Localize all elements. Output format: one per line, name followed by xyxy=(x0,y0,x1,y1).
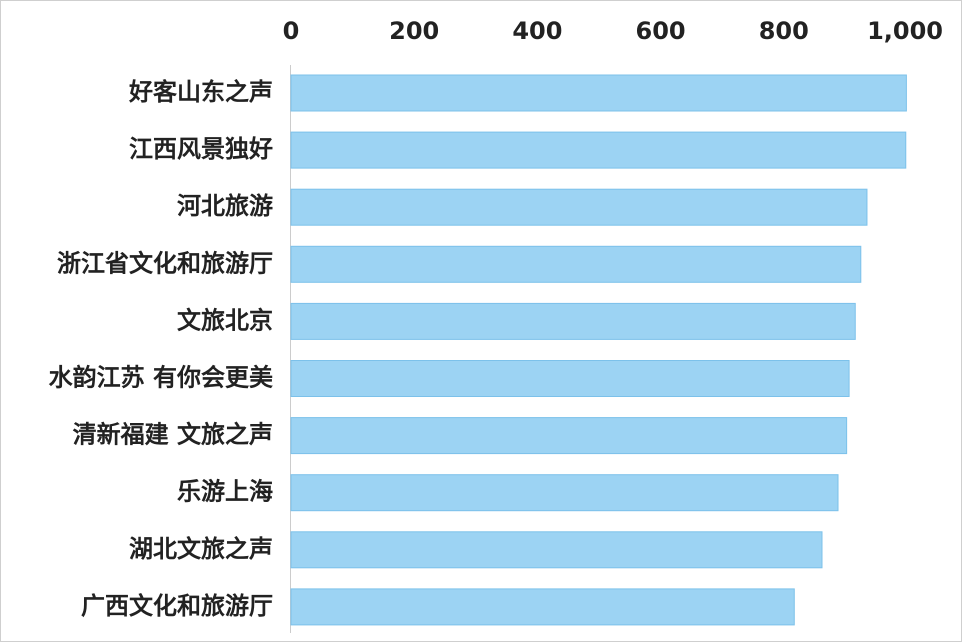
category-label: 清新福建 文旅之声 xyxy=(73,421,273,449)
bar xyxy=(290,245,862,283)
x-tick-label: 200 xyxy=(389,17,439,45)
category-label: 河北旅游 xyxy=(177,192,273,220)
bar xyxy=(290,302,856,340)
bar xyxy=(290,588,795,626)
x-tick-label: 400 xyxy=(512,17,562,45)
x-tick-label: 800 xyxy=(759,17,809,45)
category-label: 水韵江苏 有你会更美 xyxy=(49,364,273,392)
x-tick-label: 0 xyxy=(283,17,300,45)
category-label: 江西风景独好 xyxy=(129,135,273,163)
category-label: 乐游上海 xyxy=(177,478,273,506)
bar xyxy=(290,74,907,112)
x-tick-label: 1,000 xyxy=(867,17,943,45)
category-label: 文旅北京 xyxy=(177,306,273,334)
category-label: 湖北文旅之声 xyxy=(129,535,273,563)
category-label: 广西文化和旅游厅 xyxy=(81,592,273,620)
x-axis-ticks: 0 200 400 600 800 1,000 xyxy=(283,17,943,45)
bar xyxy=(290,131,907,169)
x-tick-label: 600 xyxy=(636,17,686,45)
bar xyxy=(290,474,839,512)
bar xyxy=(290,531,823,569)
bar xyxy=(290,417,848,455)
category-label: 浙江省文化和旅游厅 xyxy=(57,249,273,277)
bars xyxy=(290,74,907,626)
bar xyxy=(290,360,850,397)
category-label: 好客山东之声 xyxy=(128,78,273,106)
bar xyxy=(290,188,868,226)
